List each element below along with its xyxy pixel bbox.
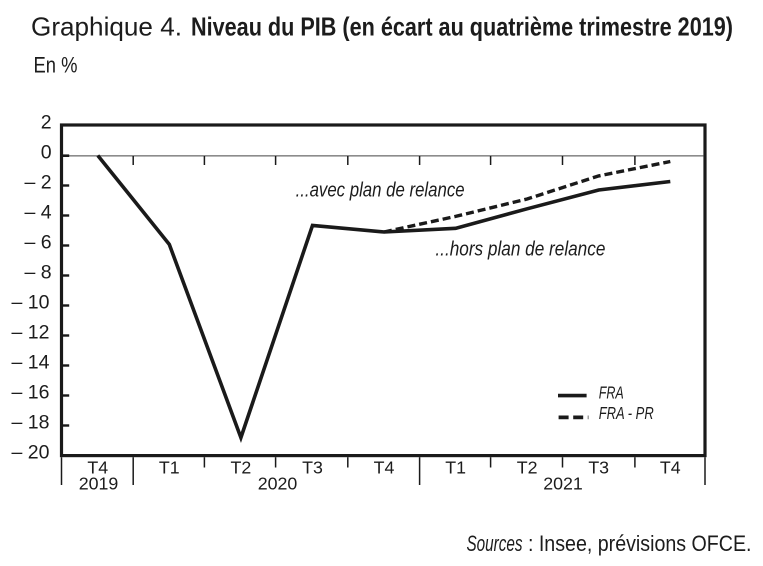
svg-text:– 12: – 12: [12, 322, 50, 344]
svg-text:T1: T1: [159, 457, 180, 477]
svg-text:– 20: – 20: [12, 442, 50, 464]
svg-text:2: 2: [41, 112, 52, 134]
svg-text:Sources: Sources: [467, 531, 523, 556]
svg-text:0: 0: [41, 142, 52, 164]
svg-text:– 16: – 16: [12, 382, 50, 404]
svg-text:: Insee, prévisions OFCE.: : Insee, prévisions OFCE.: [523, 531, 752, 556]
svg-text:...avec plan de relance: ...avec plan de relance: [296, 178, 465, 201]
svg-text:...hors plan de relance: ...hors plan de relance: [435, 238, 605, 261]
svg-text:– 8: – 8: [24, 262, 51, 284]
svg-text:Graphique 4.: Graphique 4.: [31, 12, 182, 42]
svg-text:T4: T4: [660, 457, 681, 477]
svg-text:T4: T4: [87, 457, 108, 477]
svg-text:FRA: FRA: [599, 383, 624, 403]
svg-text:FRA - PR: FRA - PR: [599, 403, 654, 423]
svg-text:T1: T1: [445, 457, 466, 477]
svg-text:– 18: – 18: [12, 412, 50, 434]
svg-text:– 2: – 2: [24, 172, 51, 194]
svg-text:2020: 2020: [258, 474, 298, 494]
svg-text:T3: T3: [588, 457, 609, 477]
svg-text:– 14: – 14: [12, 352, 50, 374]
svg-text:– 10: – 10: [12, 292, 50, 314]
svg-text:T3: T3: [302, 457, 323, 477]
svg-text:T4: T4: [374, 457, 395, 477]
svg-text:T2: T2: [231, 457, 252, 477]
svg-text:En %: En %: [34, 53, 78, 78]
svg-text:– 4: – 4: [24, 202, 51, 224]
svg-text:2021: 2021: [543, 474, 583, 494]
svg-text:2019: 2019: [79, 474, 119, 494]
svg-text:T2: T2: [517, 457, 538, 477]
svg-text:– 6: – 6: [24, 232, 51, 254]
svg-text:Niveau du PIB (en écart au qua: Niveau du PIB (en écart au quatrième tri…: [191, 12, 733, 42]
